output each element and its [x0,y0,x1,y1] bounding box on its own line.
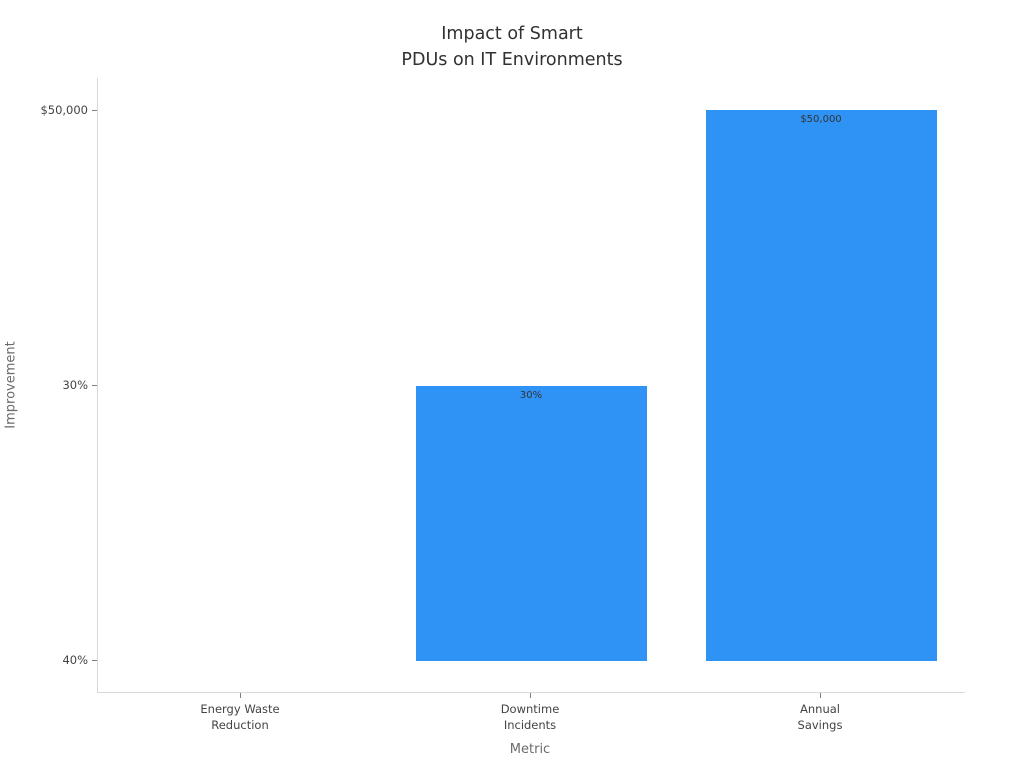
x-tick-label-line: Savings [797,718,843,732]
x-tick-label-line: Incidents [503,718,557,732]
x-tick-label-line: Downtime [500,702,560,716]
bar-value-label: $50,000 [800,114,842,125]
y-tick-mark [92,385,97,386]
bar-downtime-incidents: 30% [415,385,647,661]
plot-area: 30% $50,000 [97,78,965,693]
bar-annual-savings: $50,000 [705,110,937,661]
x-tick-label-downtime-incidents: Downtime Incidents [420,701,640,733]
bar-value-label: 30% [519,389,543,401]
x-tick-mark [530,693,531,698]
chart-title-line-2: PDUs on IT Environments [401,50,623,70]
x-tick-mark [240,693,241,698]
x-tick-label-annual-savings: Annual Savings [710,701,930,733]
x-axis-title: Metric [509,742,551,757]
y-axis-title: Improvement [3,341,19,429]
x-tick-label-line: Energy Waste [200,702,280,716]
x-tick-label-line: Reduction [211,718,269,732]
chart-title: Impact of Smart PDUs on IT Environments [0,21,1024,73]
x-tick-label-line: Annual [800,702,840,716]
y-tick-mark [92,660,97,661]
y-tick-label-40pct: 40% [62,653,88,667]
x-tick-label-energy-waste-reduction: Energy Waste Reduction [130,701,350,733]
y-tick-label-30pct: 30% [62,378,88,392]
y-tick-mark [92,110,97,111]
x-tick-mark [820,693,821,698]
chart-title-line-1: Impact of Smart [441,24,583,44]
y-tick-label-50000: $50,000 [40,103,88,117]
